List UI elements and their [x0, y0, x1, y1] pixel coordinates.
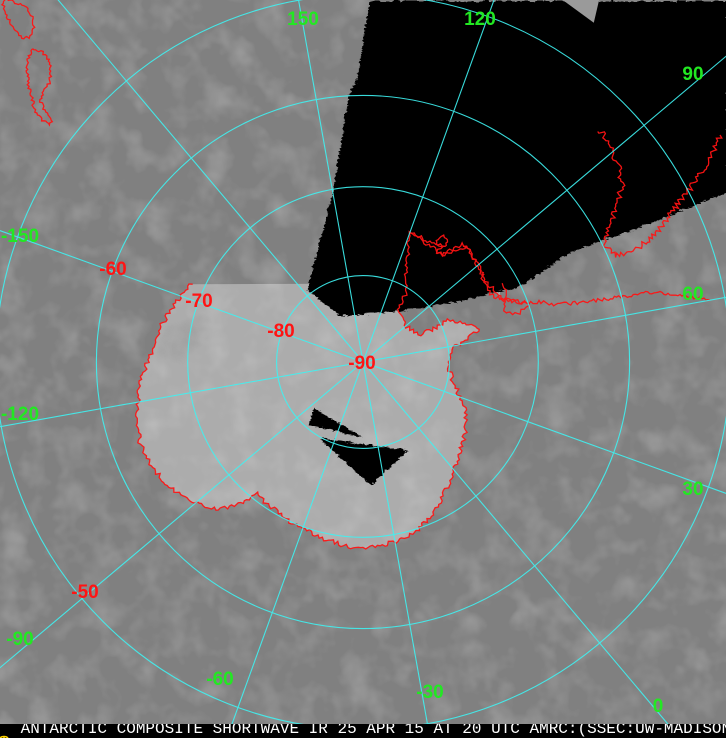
svg-text:150: 150	[287, 9, 319, 30]
svg-text:-60: -60	[99, 259, 126, 280]
svg-text:60: 60	[682, 284, 703, 305]
svg-text:-80: -80	[267, 321, 294, 342]
svg-text:-90: -90	[6, 629, 33, 650]
svg-text:-90: -90	[348, 353, 375, 374]
svg-text:90: 90	[682, 64, 703, 85]
svg-text:-50: -50	[71, 582, 98, 603]
svg-text:-70: -70	[185, 291, 212, 312]
svg-text:30: 30	[682, 479, 703, 500]
svg-text:-60: -60	[206, 669, 233, 690]
svg-text:-30: -30	[416, 682, 443, 703]
svg-text:120: 120	[464, 9, 496, 30]
svg-text:-150: -150	[1, 226, 39, 247]
svg-text:0: 0	[653, 696, 664, 717]
svg-text:-120: -120	[1, 404, 39, 425]
